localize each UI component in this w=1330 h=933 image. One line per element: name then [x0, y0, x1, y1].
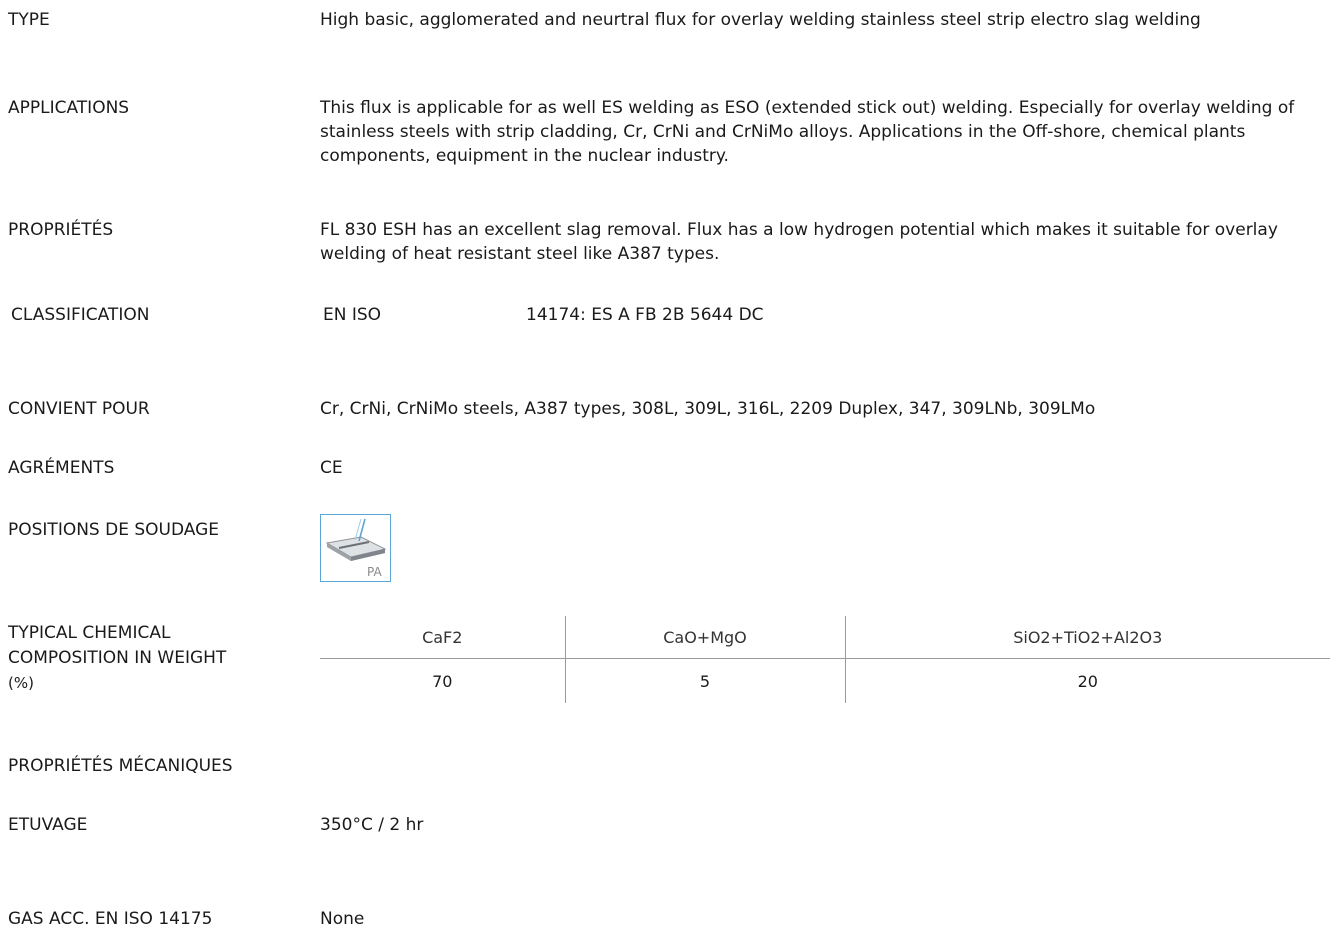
table-cell: 5 [564, 658, 845, 703]
positions-label: POSITIONS DE SOUDAGE [8, 520, 220, 540]
proprietes-label: PROPRIÉTÉS [8, 220, 114, 240]
classification-value: 14174: ES A FB 2B 5644 DC [526, 305, 764, 325]
applications-label: APPLICATIONS [8, 98, 130, 118]
type-value: High basic, agglomerated and neurtral fl… [320, 10, 1201, 30]
agrements-label: AGRÉMENTS [8, 458, 115, 478]
classification-label: CLASSIFICATION [11, 305, 150, 325]
table-row: 70 5 20 [320, 658, 1330, 703]
table-header-cell: CaF2 [320, 616, 565, 659]
convient-value: Cr, CrNi, CrNiMo steels, A387 types, 308… [320, 399, 1096, 419]
gas-label: GAS ACC. EN ISO 14175 [8, 909, 213, 929]
pa-icon-label: PA [367, 565, 382, 579]
convient-label: CONVIENT POUR [8, 399, 150, 419]
welding-plate-graphic: PA [325, 518, 387, 579]
table-cell: 70 [432, 671, 453, 691]
chemical-composition-table: CaF2 CaO+MgO SiO2+TiO2+Al2O3 70 5 20 [320, 616, 1330, 703]
table-header-cell: SiO2+TiO2+Al2O3 [844, 616, 1330, 659]
proprietes-value: FL 830 ESH has an excellent slag removal… [320, 220, 1278, 264]
flat-welding-position-pa-icon: PA [320, 514, 391, 582]
chemical-label-line-3: (%) [8, 674, 34, 692]
table-cell: 20 [844, 658, 1330, 703]
table-header-row: CaF2 CaO+MgO SiO2+TiO2+Al2O3 [320, 616, 1330, 659]
applications-value: This flux is applicable for as well ES w… [320, 98, 1295, 166]
chemical-label-line-1: TYPICAL CHEMICAL [8, 623, 171, 643]
etuvage-label: ETUVAGE [8, 815, 88, 835]
etuvage-value: 350°C / 2 hr [320, 815, 424, 835]
chemical-label: TYPICAL CHEMICAL COMPOSITION IN WEIGHT (… [8, 621, 288, 696]
gas-value: None [320, 909, 365, 929]
chemical-label-line-2: COMPOSITION IN WEIGHT [8, 648, 227, 668]
agrements-value: CE [320, 458, 343, 478]
type-label: TYPE [8, 10, 50, 30]
table-header-cell: CaO+MgO [564, 616, 845, 659]
mecaniques-label: PROPRIÉTÉS MÉCANIQUES [8, 756, 233, 776]
classification-standard: EN ISO [323, 305, 382, 325]
